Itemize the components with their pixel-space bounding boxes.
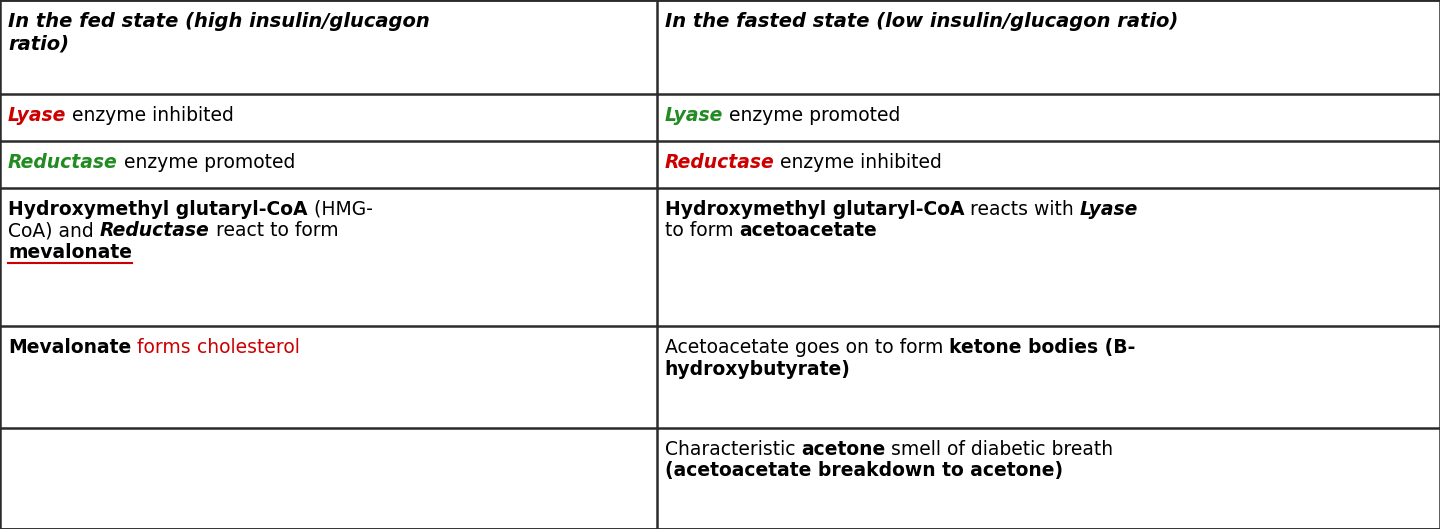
Text: reacts with: reacts with bbox=[965, 200, 1080, 219]
Text: hydroxybutyrate): hydroxybutyrate) bbox=[665, 360, 851, 379]
Text: to form: to form bbox=[665, 221, 739, 240]
Text: CoA) and: CoA) and bbox=[9, 221, 99, 240]
Text: (HMG-: (HMG- bbox=[308, 200, 373, 219]
Text: Characteristic: Characteristic bbox=[665, 440, 801, 459]
Text: Mevalonate: Mevalonate bbox=[9, 339, 131, 358]
Text: smell of diabetic breath: smell of diabetic breath bbox=[886, 440, 1113, 459]
Text: Reductase: Reductase bbox=[665, 153, 775, 172]
Text: Lyase: Lyase bbox=[665, 106, 723, 125]
Text: In the fed state (high insulin/glucagon: In the fed state (high insulin/glucagon bbox=[9, 12, 429, 31]
Text: enzyme inhibited: enzyme inhibited bbox=[775, 153, 942, 172]
Text: mevalonate: mevalonate bbox=[9, 243, 132, 262]
Text: Reductase: Reductase bbox=[9, 153, 118, 172]
Text: Hydroxymethyl glutaryl-CoA: Hydroxymethyl glutaryl-CoA bbox=[665, 200, 965, 219]
Text: cholesterol: cholesterol bbox=[197, 339, 300, 358]
Text: Reductase: Reductase bbox=[99, 221, 209, 240]
Text: enzyme inhibited: enzyme inhibited bbox=[66, 106, 235, 125]
Text: acetone: acetone bbox=[801, 440, 886, 459]
Text: Hydroxymethyl glutaryl-CoA: Hydroxymethyl glutaryl-CoA bbox=[9, 200, 308, 219]
Text: enzyme promoted: enzyme promoted bbox=[118, 153, 295, 172]
Text: forms: forms bbox=[131, 339, 197, 358]
Text: In the fasted state (low insulin/glucagon ratio): In the fasted state (low insulin/glucago… bbox=[665, 12, 1178, 31]
Text: enzyme promoted: enzyme promoted bbox=[723, 106, 900, 125]
Text: Lyase: Lyase bbox=[1080, 200, 1138, 219]
Text: acetoacetate: acetoacetate bbox=[739, 221, 877, 240]
Text: Lyase: Lyase bbox=[9, 106, 66, 125]
Text: Acetoacetate goes on to form: Acetoacetate goes on to form bbox=[665, 339, 949, 358]
Text: (acetoacetate breakdown to acetone): (acetoacetate breakdown to acetone) bbox=[665, 461, 1063, 480]
Text: ratio): ratio) bbox=[9, 34, 69, 53]
Text: react to form: react to form bbox=[209, 221, 338, 240]
Text: ketone bodies (B-: ketone bodies (B- bbox=[949, 339, 1135, 358]
